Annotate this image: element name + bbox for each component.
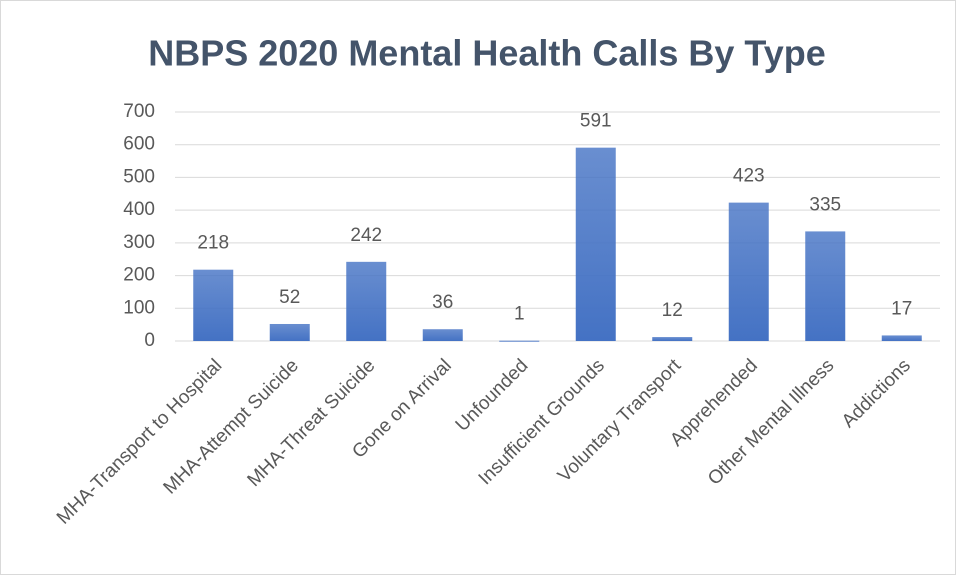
bar: [728, 202, 769, 341]
data-label: 423: [733, 166, 765, 187]
y-tick-label: 700: [123, 101, 155, 122]
data-label: 1: [514, 304, 525, 325]
y-tick-label: 0: [144, 330, 155, 351]
bar: [652, 337, 693, 341]
bar: [881, 335, 922, 341]
bar: [499, 340, 540, 342]
data-label: 36: [432, 292, 453, 313]
data-label: 242: [350, 225, 382, 246]
data-label: 52: [279, 287, 300, 308]
data-label: 335: [809, 194, 841, 215]
data-label: 218: [197, 233, 229, 254]
data-label: 17: [891, 298, 912, 319]
y-tick-label: 100: [123, 297, 155, 318]
y-tick-label: 600: [123, 134, 155, 155]
bar: [575, 147, 616, 341]
bar: [193, 269, 234, 341]
y-tick-label: 300: [123, 232, 155, 253]
data-label: 591: [580, 111, 612, 132]
bar: [422, 329, 463, 341]
data-label: 12: [662, 300, 683, 321]
bar: [269, 323, 310, 341]
bar: [346, 261, 387, 341]
y-tick-label: 200: [123, 265, 155, 286]
y-tick-label: 500: [123, 166, 155, 187]
chart-title: NBPS 2020 Mental Health Calls By Type: [148, 33, 826, 74]
y-tick-label: 400: [123, 199, 155, 220]
bar: [805, 231, 846, 341]
